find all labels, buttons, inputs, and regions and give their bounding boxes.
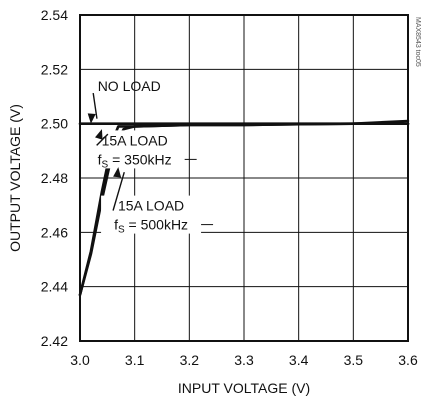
annotation-subtext: fS = 500kHz	[114, 217, 188, 236]
grid	[80, 15, 408, 341]
annotation-subtext: fS = 350kHz	[98, 151, 172, 170]
x-tick-labels: 3.0 3.1 3.2 3.3 3.4 3.5 3.6	[70, 352, 418, 368]
y-tick-label: 2.52	[41, 61, 68, 77]
x-tick-label: 3.4	[289, 352, 309, 368]
y-tick-labels: 2.54 2.52 2.50 2.48 2.46 2.44 2.42	[41, 7, 68, 349]
series-lines	[78, 119, 410, 297]
x-tick-label: 3.1	[125, 352, 145, 368]
annotation-2: 15A LOAD fS = 350kHz	[84, 129, 197, 170]
annotation-bg	[101, 195, 202, 234]
annotation-arrowhead	[113, 167, 122, 178]
annotation-text: NO LOAD	[98, 78, 161, 94]
annotation-arrow-line	[112, 171, 125, 211]
x-tick-label: 3.2	[180, 352, 200, 368]
annotation-arrowhead	[87, 113, 96, 124]
annotation-arrow-line	[92, 92, 98, 119]
plot-frame	[79, 14, 409, 342]
x-tick-label: 3.3	[234, 352, 254, 368]
y-tick-label: 2.48	[41, 170, 68, 186]
annotation-text: 15A LOAD	[118, 198, 184, 214]
figure-id: MAX8543 toc05	[414, 17, 421, 67]
series-line-3	[78, 122, 410, 297]
x-tick-label: 3.0	[70, 352, 90, 368]
annotation-arrow-line	[96, 133, 109, 146]
y-tick-label: 2.46	[41, 224, 68, 240]
y-tick-label: 2.50	[41, 116, 68, 132]
annotation-1: NO LOAD	[87, 78, 161, 124]
x-tick-label: 3.5	[344, 352, 364, 368]
y-tick-label: 2.54	[41, 7, 68, 23]
y-axis-title: OUTPUT VOLTAGE (V)	[7, 104, 23, 252]
y-tick-label: 2.42	[41, 333, 68, 349]
annotation-text: 15A LOAD	[102, 132, 168, 148]
x-tick-label: 3.6	[398, 352, 418, 368]
annotations: NO LOAD 15A LOAD fS = 350kHz 15A LOAD fS = 5…	[84, 78, 214, 236]
x-axis-title: INPUT VOLTAGE (V)	[178, 380, 310, 396]
annotation-3: 15A LOAD fS = 500kHz	[101, 167, 214, 236]
annotation-arrowhead	[95, 129, 103, 140]
y-tick-label: 2.44	[41, 279, 68, 295]
